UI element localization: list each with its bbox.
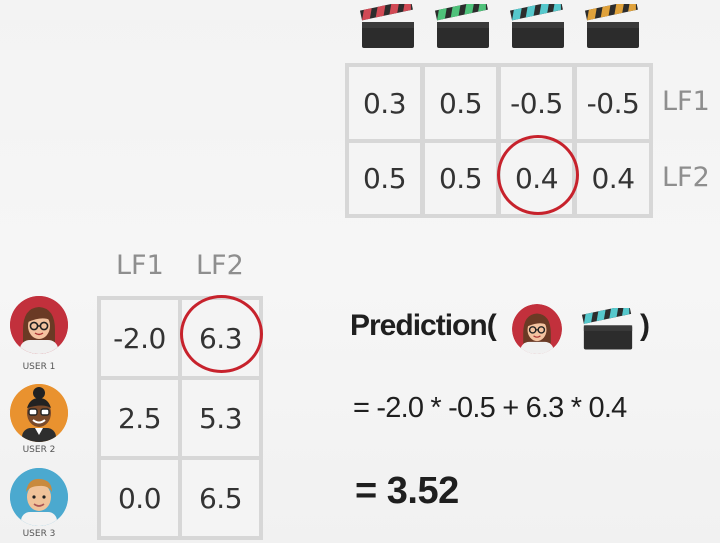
item-factor-cell: 0.5 (425, 67, 496, 139)
prediction-label: Prediction( (350, 309, 497, 342)
prediction-expression: = -2.0 * -0.5 + 6.3 * 0.4 (353, 392, 627, 424)
clapperboard-orange-icon (584, 0, 641, 50)
user-1-label: USER 1 (22, 362, 56, 372)
clapperboard-teal-icon (509, 0, 566, 50)
user-2-label: USER 2 (22, 445, 56, 455)
highlight-circle (497, 135, 579, 215)
item-factor-grid: 0.3 0.5 -0.5 -0.5 0.5 0.5 0.4 0.4 (345, 63, 653, 218)
user-factor-cell: 6.5 (182, 460, 259, 536)
user-3-avatar (10, 468, 68, 526)
user-factor-cell: 0.0 (101, 460, 178, 536)
user-factor-cell: 5.3 (182, 380, 259, 456)
user-3-label: USER 3 (22, 529, 56, 539)
item-factor-cell: 0.5 (425, 143, 496, 214)
col-label-lf1: LF1 (116, 250, 164, 281)
user-2-avatar (10, 384, 68, 442)
clapperboard-red-icon (359, 0, 416, 50)
highlight-circle (180, 295, 263, 373)
row-label-lf1: LF1 (662, 86, 710, 117)
item-factor-cell: -0.5 (577, 67, 649, 139)
prediction-close-paren: ) (640, 309, 650, 342)
prediction-result: = 3.52 (355, 470, 459, 512)
clapperboard-green-icon (434, 0, 491, 50)
user-1-avatar (10, 296, 68, 354)
item-factor-cell: -0.5 (501, 67, 572, 139)
item-factor-cell: 0.3 (349, 67, 420, 139)
item-factor-cell: 0.4 (577, 143, 649, 214)
user-factor-cell: 2.5 (101, 380, 178, 456)
row-label-lf2: LF2 (662, 162, 710, 193)
user-factor-cell: -2.0 (101, 300, 178, 376)
item-factor-cell: 0.5 (349, 143, 420, 214)
col-label-lf2: LF2 (196, 250, 244, 281)
prediction-clapperboard-icon (581, 304, 634, 352)
prediction-user-avatar (512, 304, 562, 354)
